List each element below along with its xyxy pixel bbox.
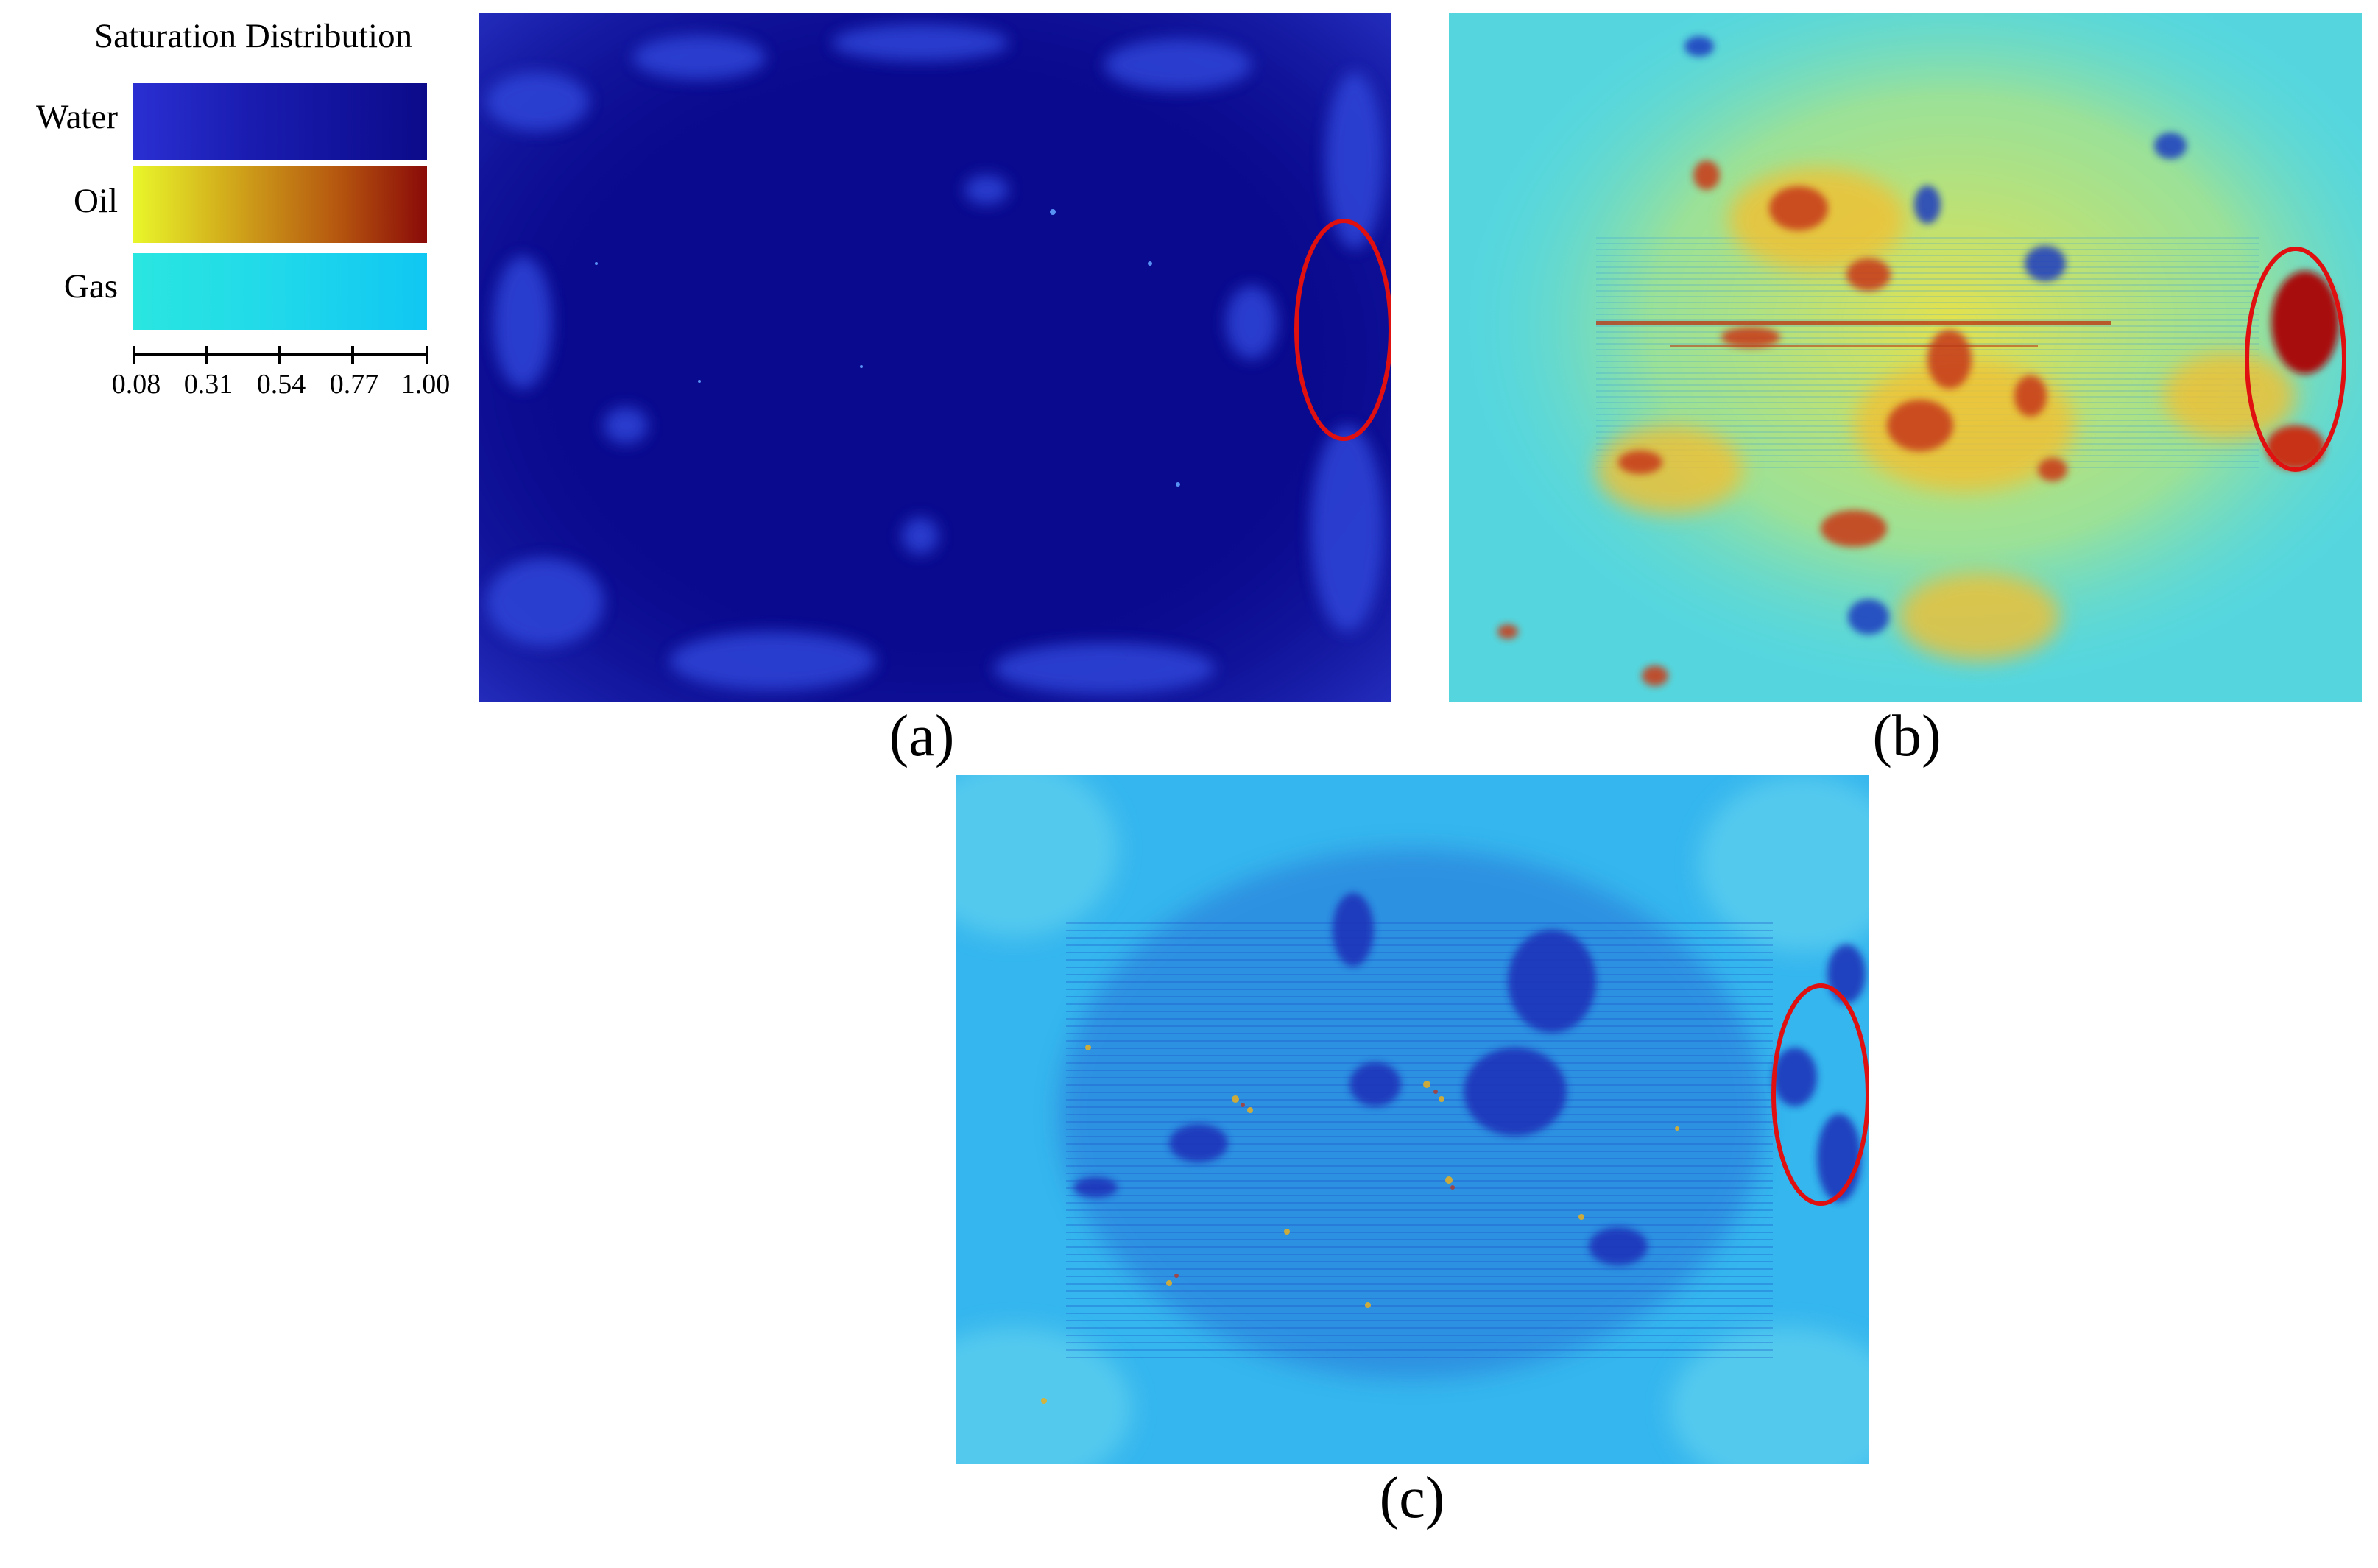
panel-b-oil-map bbox=[1449, 13, 2362, 702]
legend-tick-label-1: 0.31 bbox=[183, 369, 233, 400]
highlight-ellipse-a bbox=[1294, 219, 1391, 441]
legend-label-oil: Oil bbox=[73, 182, 118, 220]
legend-tick-3 bbox=[351, 346, 354, 364]
legend-tick-2 bbox=[278, 346, 281, 364]
caption-b: (b) bbox=[1872, 704, 1941, 769]
caption-a: (a) bbox=[889, 704, 955, 769]
legend-label-water: Water bbox=[35, 98, 118, 136]
highlight-ellipse-b bbox=[2245, 247, 2346, 472]
legend-swatch-water bbox=[133, 83, 427, 160]
caption-c: (c) bbox=[1379, 1466, 1445, 1530]
legend-tick-1 bbox=[205, 346, 208, 364]
legend-tick-label-2: 0.54 bbox=[256, 369, 306, 400]
legend-tick-label-3: 0.77 bbox=[329, 369, 379, 400]
legend-title: Saturation Distribution bbox=[94, 17, 413, 55]
legend-tick-4 bbox=[426, 346, 428, 364]
legend-swatch-gas bbox=[133, 253, 427, 330]
legend-axis bbox=[133, 346, 428, 368]
legend-label-gas: Gas bbox=[63, 267, 118, 306]
legend-tick-label-0: 0.08 bbox=[111, 369, 161, 400]
legend-tick-label-4: 1.00 bbox=[401, 369, 451, 400]
legend-swatch-oil bbox=[133, 166, 427, 243]
legend-tick-0 bbox=[133, 346, 135, 364]
panel-a-water-map bbox=[479, 13, 1391, 702]
highlight-ellipse-c bbox=[1771, 983, 1869, 1206]
panel-c-gas-map bbox=[956, 775, 1869, 1464]
